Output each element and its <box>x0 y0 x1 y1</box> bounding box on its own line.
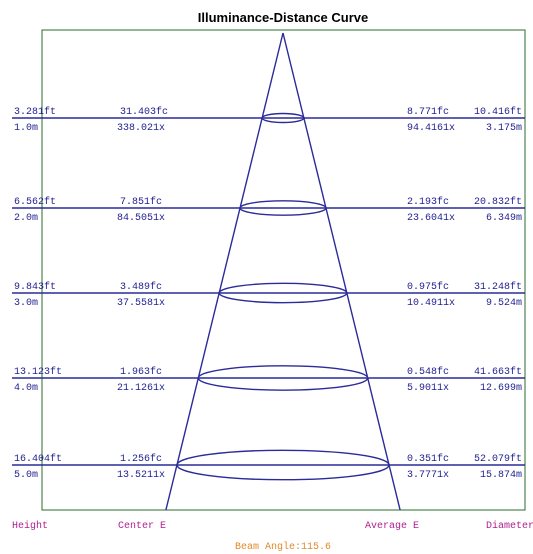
distance-row: 9.843ft 3.0m 3.489fc 37.5581x 0.975fc 10.4911… <box>12 281 525 309</box>
average-lx-label: 10.4911x <box>407 298 455 309</box>
diameter-m-label: 6.349m <box>486 213 522 224</box>
diameter-m-label: 3.175m <box>486 123 522 134</box>
average-lx-label: 5.9011x <box>407 383 449 394</box>
average-lx-label: 3.7771x <box>407 470 449 481</box>
distance-row: 16.404ft 5.0m 1.256fc 13.5211x 0.351fc 3.7771… <box>12 449 525 481</box>
diameter-ft-label: 41.663ft <box>474 366 522 378</box>
beam-angle-label: Beam Angle:115.6 <box>235 541 331 553</box>
diameter-ft-label: 52.079ft <box>474 453 522 465</box>
height-ft-label: 6.562ft <box>14 196 56 208</box>
average-e-column-label: Average E <box>365 521 419 532</box>
height-ft-label: 3.281ft <box>14 106 56 118</box>
average-fc-label: 2.193fc <box>407 196 449 208</box>
average-fc-label: 0.351fc <box>407 453 449 465</box>
height-m-label: 3.0m <box>14 298 38 309</box>
diameter-ft-label: 31.248ft <box>474 281 522 293</box>
center-e-column-label: Center E <box>118 521 166 532</box>
beam-cone <box>165 32 401 511</box>
average-lx-label: 94.4161x <box>407 123 455 134</box>
center-lx-label: 37.5581x <box>117 298 165 309</box>
cone-left-edge <box>165 32 284 511</box>
height-ft-label: 13.123ft <box>14 366 62 378</box>
center-fc-label: 1.963fc <box>120 366 162 378</box>
beam-spot-ellipse <box>197 365 369 391</box>
average-fc-label: 0.548fc <box>407 366 449 378</box>
height-column-label: Height <box>12 520 48 532</box>
center-fc-label: 31.403fc <box>120 106 168 118</box>
diameter-column-label: Diameter <box>486 520 533 532</box>
diameter-ft-label: 10.416ft <box>474 106 522 118</box>
diameter-m-label: 12.699m <box>480 383 522 394</box>
height-m-label: 4.0m <box>14 383 38 394</box>
diameter-ft-label: 20.832ft <box>474 196 522 208</box>
height-ft-label: 9.843ft <box>14 281 56 293</box>
center-lx-label: 13.5211x <box>117 470 165 481</box>
height-m-label: 2.0m <box>14 213 38 224</box>
center-fc-label: 3.489fc <box>120 281 162 293</box>
beam-spot-ellipse <box>176 449 390 481</box>
distance-rows: 3.281ft 1.0m 31.403fc 338.021x 8.771fc 94.416… <box>12 106 525 481</box>
center-fc-label: 7.851fc <box>120 196 162 208</box>
center-lx-label: 84.5051x <box>117 213 165 224</box>
beam-spot-ellipse <box>239 200 327 216</box>
distance-row: 3.281ft 1.0m 31.403fc 338.021x 8.771fc 94.416… <box>12 106 525 134</box>
height-m-label: 5.0m <box>14 470 38 481</box>
average-fc-label: 8.771fc <box>407 106 449 118</box>
center-lx-label: 21.1261x <box>117 383 165 394</box>
distance-row: 13.123ft 4.0m 1.963fc 21.1261x 0.548fc 5.9011… <box>12 365 525 394</box>
center-fc-label: 1.256fc <box>120 453 162 465</box>
height-ft-label: 16.404ft <box>14 453 62 465</box>
distance-row: 6.562ft 2.0m 7.851fc 84.5051x 2.193fc 23.6041… <box>12 196 525 224</box>
beam-spot-ellipse <box>261 112 305 124</box>
cone-right-edge <box>282 32 401 511</box>
diameter-m-label: 15.874m <box>480 470 522 481</box>
chart-frame <box>41 29 526 511</box>
height-m-label: 1.0m <box>14 123 38 134</box>
center-lx-label: 338.021x <box>117 123 165 134</box>
beam-spot-ellipse <box>218 282 348 304</box>
average-fc-label: 0.975fc <box>407 281 449 293</box>
diameter-m-label: 9.524m <box>486 298 522 309</box>
average-lx-label: 23.6041x <box>407 213 455 224</box>
chart-title: Illuminance-Distance Curve <box>198 10 369 25</box>
